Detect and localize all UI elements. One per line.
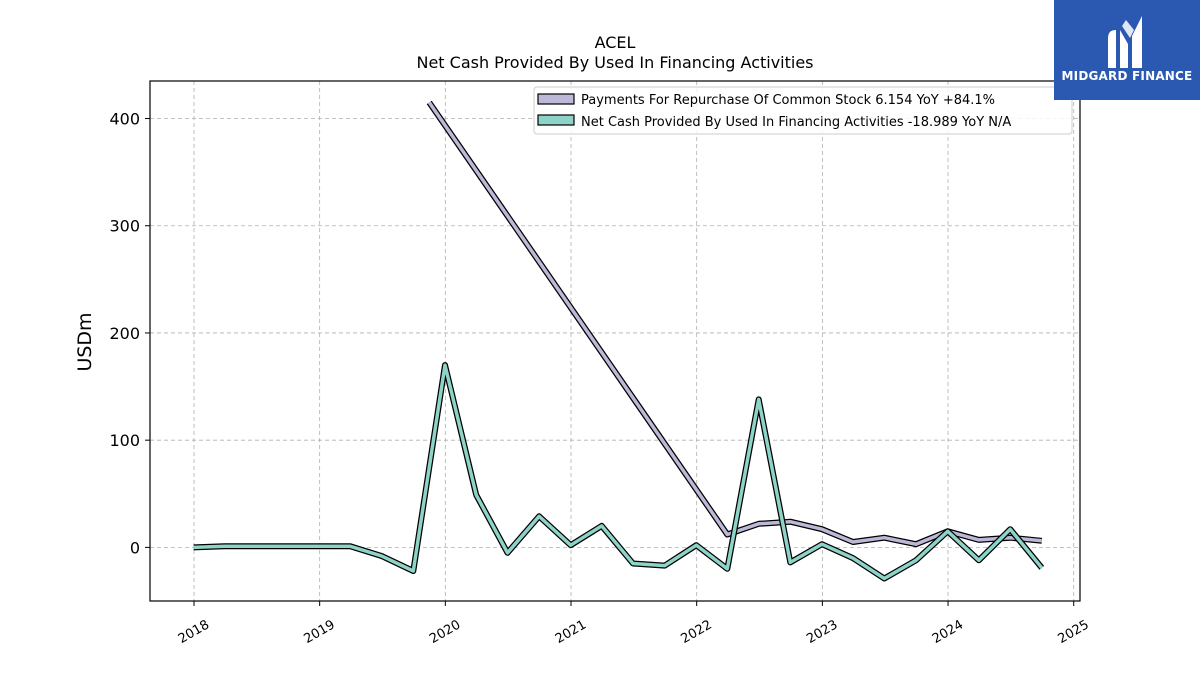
- legend-label-repurchase: Payments For Repurchase Of Common Stock …: [581, 93, 995, 108]
- series-line-1: [193, 363, 1044, 581]
- y-tick-label: 300: [109, 217, 140, 236]
- legend-box: [533, 86, 1073, 135]
- x-tick-label: 2018: [176, 617, 212, 647]
- brand-logo: MIDGARD FINANCE: [1054, 0, 1200, 100]
- x-axis-ticks: 2018 2019 2020 2021 2022 2023 2024 2025: [176, 601, 1092, 647]
- legend: Payments For Repurchase Of Common Stock …: [533, 86, 1073, 135]
- chart-subtitle: Net Cash Provided By Used In Financing A…: [416, 53, 813, 72]
- y-tick-label: 400: [109, 110, 140, 129]
- y-axis-ticks: 0 100 200 300 400: [109, 110, 150, 557]
- x-tick-label: 2022: [679, 617, 715, 647]
- legend-label-financing: Net Cash Provided By Used In Financing A…: [581, 115, 1011, 130]
- series-outline-0: [426, 100, 1043, 548]
- brand-name: MIDGARD FINANCE: [1061, 69, 1193, 83]
- x-tick-label: 2020: [427, 617, 463, 647]
- y-tick-label: 100: [109, 431, 140, 450]
- y-axis-label: USDm: [74, 312, 96, 371]
- grid: [150, 81, 1080, 601]
- x-tick-label: 2021: [553, 617, 589, 647]
- legend-swatch-financing: [537, 114, 575, 126]
- x-tick-label: 2024: [930, 617, 966, 647]
- legend-swatch-repurchase: [537, 93, 575, 105]
- x-tick-label: 2025: [1056, 617, 1092, 647]
- midgard-logo-icon: [1108, 16, 1142, 68]
- plot-frame: [149, 80, 1081, 602]
- y-tick-label: 200: [109, 324, 140, 343]
- series-line-0: [427, 101, 1042, 546]
- x-tick-label: 2019: [302, 617, 338, 647]
- y-tick-label: 0: [130, 538, 140, 557]
- chart-title: ACEL: [595, 33, 636, 52]
- x-tick-label: 2023: [804, 617, 840, 647]
- series-lines: [193, 100, 1045, 582]
